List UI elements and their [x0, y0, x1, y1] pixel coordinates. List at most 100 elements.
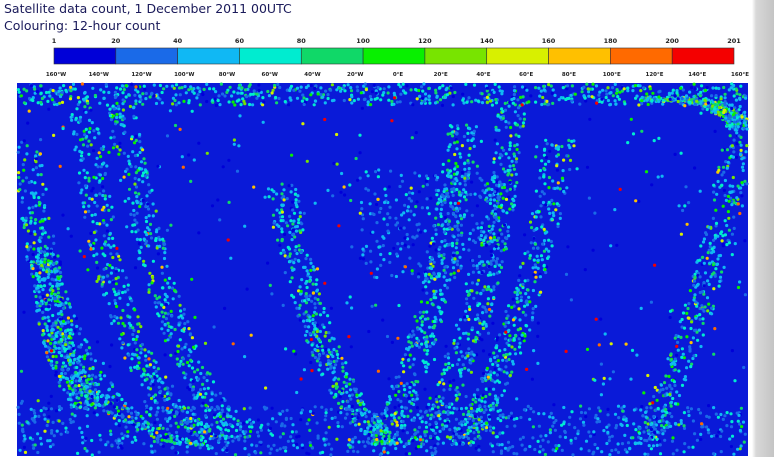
dot [183, 322, 186, 325]
dot [123, 152, 126, 155]
dot [466, 159, 469, 162]
dot [661, 103, 664, 106]
dot [425, 426, 428, 429]
dot [653, 97, 656, 100]
dot [543, 182, 546, 185]
dot [715, 193, 718, 196]
dot [148, 214, 151, 217]
dot [155, 237, 158, 240]
dot [198, 90, 201, 93]
dot [311, 354, 314, 357]
dot [741, 116, 744, 119]
dot [109, 136, 112, 139]
dot [189, 383, 192, 386]
dot [571, 84, 574, 87]
dot [417, 340, 420, 343]
dot [476, 331, 479, 334]
dot [75, 133, 78, 136]
dot [85, 385, 88, 388]
dot [90, 377, 93, 380]
dot [661, 414, 664, 417]
dot [108, 195, 111, 198]
dot [66, 297, 69, 300]
dot [474, 400, 477, 403]
dot [205, 100, 208, 103]
dot [146, 202, 149, 205]
dot [421, 90, 424, 93]
dot [706, 279, 709, 282]
dot [171, 385, 174, 388]
dot [183, 376, 186, 379]
dot [442, 382, 445, 385]
dot [60, 368, 63, 371]
dot [38, 271, 41, 274]
dot [550, 143, 553, 146]
dot [559, 217, 562, 220]
dot [60, 313, 63, 316]
dot [453, 272, 456, 275]
dot [494, 367, 497, 370]
dot [618, 98, 621, 101]
dot [551, 102, 554, 105]
dot [303, 299, 306, 302]
dot [286, 224, 289, 227]
dot [58, 347, 61, 350]
dot [297, 200, 300, 203]
dot [712, 191, 715, 194]
dot [677, 100, 680, 103]
dot [403, 424, 406, 427]
dot [490, 302, 493, 305]
dot [484, 236, 487, 239]
dot [144, 162, 147, 165]
dot [540, 103, 543, 106]
dot [107, 209, 110, 212]
dot [23, 88, 26, 91]
dot [526, 279, 529, 282]
dot [57, 90, 60, 93]
dot [428, 95, 431, 98]
dot [529, 407, 532, 410]
dot [425, 352, 428, 355]
dot [79, 327, 82, 330]
dot [728, 437, 731, 440]
dot [147, 183, 150, 186]
dot [174, 93, 177, 96]
dot [204, 440, 207, 443]
dot [459, 318, 462, 321]
dot [478, 319, 481, 322]
dot [28, 207, 31, 210]
dot [432, 303, 435, 306]
dot [395, 376, 398, 379]
dot [138, 167, 141, 170]
dot [160, 327, 163, 330]
dot [54, 334, 57, 337]
dot [110, 381, 113, 384]
dot [476, 388, 479, 391]
dot [21, 217, 24, 220]
dot [455, 207, 458, 210]
dot [204, 404, 207, 407]
dot [161, 320, 164, 323]
dot [708, 262, 711, 265]
dot [199, 372, 202, 375]
dot [188, 348, 191, 351]
dot [729, 115, 732, 118]
dot [396, 424, 399, 427]
dot [31, 191, 34, 194]
dot [723, 414, 726, 417]
dot [523, 334, 526, 337]
page: {"title": "Satellite data count, 1 Decem… [0, 0, 774, 457]
dot [182, 100, 185, 103]
dot [711, 105, 714, 108]
dot [119, 113, 122, 116]
dot [113, 290, 116, 293]
dot [531, 311, 534, 314]
dot [313, 87, 316, 90]
dot [510, 371, 513, 374]
dot [57, 287, 60, 290]
dot [270, 188, 273, 191]
dot [514, 195, 517, 198]
dot [614, 83, 617, 86]
dot [503, 389, 506, 392]
dot [41, 219, 44, 222]
